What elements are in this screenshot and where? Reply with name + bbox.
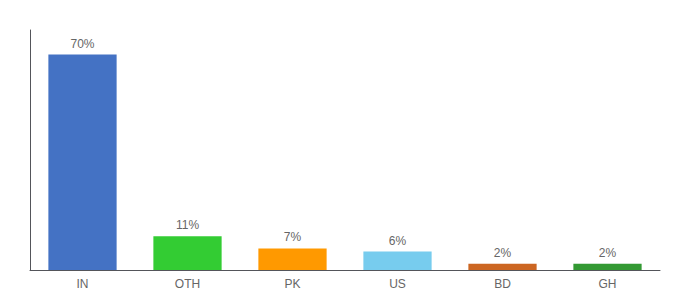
svg-text:GH: GH (599, 277, 617, 291)
svg-text:US: US (389, 277, 406, 291)
svg-text:PK: PK (284, 277, 300, 291)
svg-text:11%: 11% (176, 218, 199, 232)
svg-text:70%: 70% (70, 37, 94, 51)
svg-text:2%: 2% (599, 246, 617, 260)
svg-text:OTH: OTH (175, 277, 200, 291)
svg-text:IN: IN (77, 277, 89, 291)
svg-text:2%: 2% (494, 246, 512, 260)
svg-text:7%: 7% (284, 230, 302, 244)
svg-text:6%: 6% (389, 234, 407, 248)
svg-text:BD: BD (494, 277, 511, 291)
